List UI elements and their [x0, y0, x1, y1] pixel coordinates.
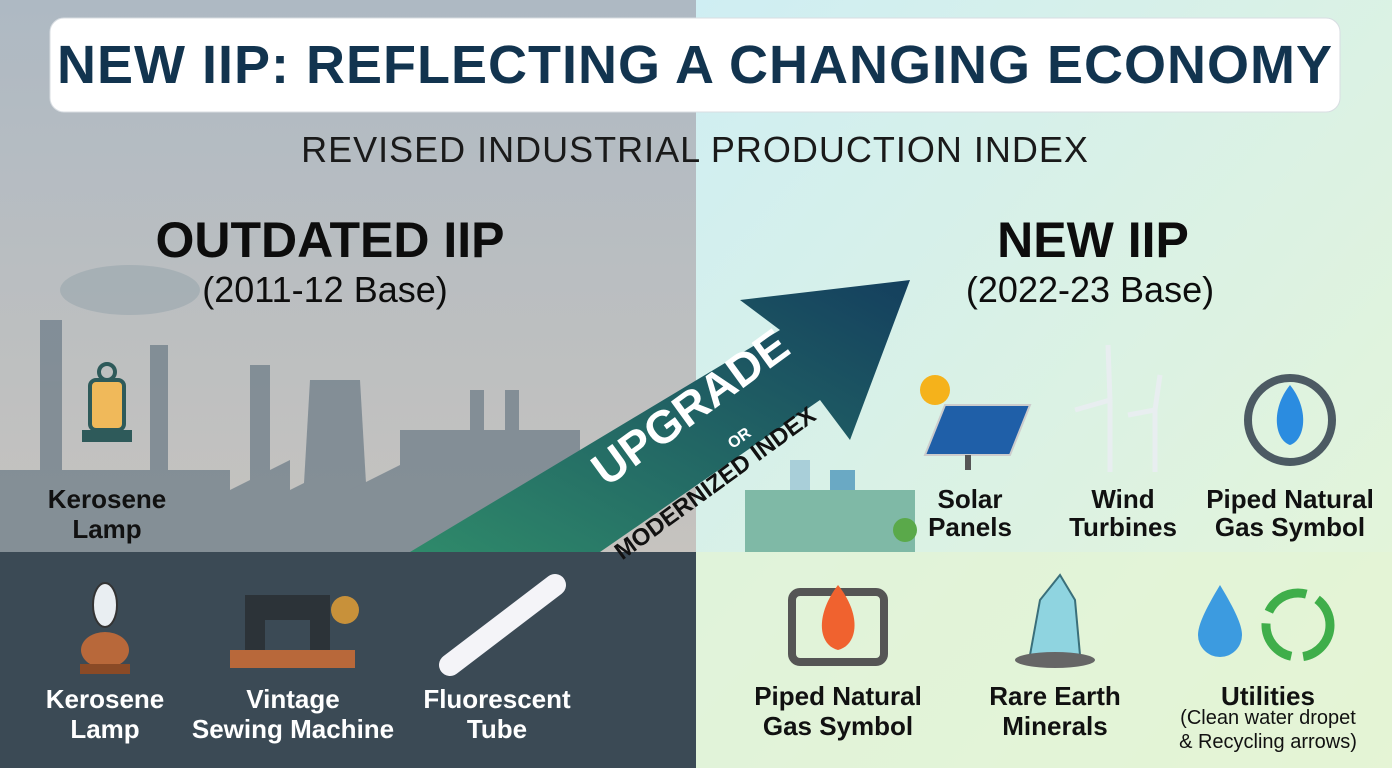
item-label: Minerals: [1002, 711, 1108, 741]
title-box: [49, 17, 1341, 113]
item-label: Vintage: [246, 684, 340, 714]
left-base: (2011-12 Base): [202, 269, 448, 310]
item-note: & Recycling arrows): [1179, 731, 1357, 753]
item-label: Tube: [466, 714, 528, 744]
item-label: Wind: [1091, 484, 1155, 514]
icon-sewing-machine: [230, 595, 359, 668]
green-factory: [745, 460, 917, 552]
item-label: Lamp: [72, 514, 142, 544]
item-note: (Clean water dropet: [1180, 707, 1356, 729]
item-label: Solar: [937, 484, 1003, 514]
icon-lantern: [82, 362, 132, 442]
item-label: Turbines: [1069, 512, 1177, 542]
smoke: [60, 265, 200, 315]
right-base: (2022-23 Base): [965, 269, 1215, 310]
item-label: Fluorescent: [423, 684, 571, 714]
item-label: Sewing Machine: [191, 714, 395, 744]
item-label: Kerosene: [45, 684, 165, 714]
item-label: Kerosene: [47, 484, 167, 514]
item-label: Rare Earth: [989, 681, 1121, 711]
icon-solar: [920, 375, 1032, 470]
item-label: Piped Natural: [754, 681, 922, 711]
left-heading: OUTDATED IIP: [155, 212, 505, 268]
item-label: Utilities: [1221, 681, 1315, 711]
upgrade-arrow: [410, 280, 910, 552]
title: NEW IIP: REFLECTING A CHANGING ECONOMY: [57, 35, 1333, 95]
item-label: Piped Natural: [1206, 484, 1374, 514]
icon-gas-bottom: [788, 585, 888, 666]
item-label: Panels: [928, 512, 1012, 542]
icon-utilities: [1198, 585, 1335, 662]
icon-gas-top: [1244, 374, 1336, 466]
icon-crystals: [1015, 573, 1095, 668]
item-label: Gas Symbol: [762, 711, 914, 741]
icon-oil-lamp: [80, 582, 130, 674]
item-label: Gas Symbol: [1214, 512, 1366, 542]
icon-tube: [439, 574, 566, 676]
icon-wind: [1074, 344, 1163, 472]
right-heading: NEW IIP: [997, 212, 1189, 268]
item-label: Lamp: [70, 714, 140, 744]
subtitle: REVISED INDUSTRIAL PRODUCTION INDEX: [301, 129, 1089, 170]
